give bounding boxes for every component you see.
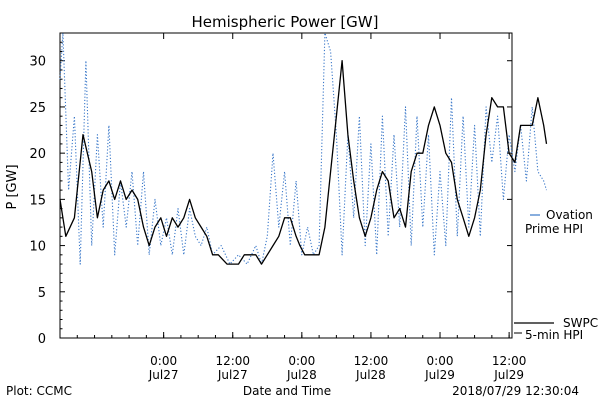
x-tick-label-date: Jul29	[424, 368, 455, 382]
timestamp: 2018/07/29 12:30:04	[452, 384, 579, 398]
x-tick-label-time: 12:00	[354, 354, 389, 368]
swpc-legend-label-line1: SWPC	[563, 316, 598, 330]
x-tick-label-date: Jul27	[217, 368, 248, 382]
x-tick-label-date: Jul28	[355, 368, 386, 382]
plot-frame	[59, 32, 513, 339]
x-tick-label-time: 0:00	[427, 354, 454, 368]
y-tick-label: 5	[38, 286, 46, 301]
ovation-legend-label-line2: Prime HPI	[525, 222, 583, 236]
x-tick-label-date: Jul27	[148, 368, 179, 382]
swpc-hpi-line	[59, 60, 548, 265]
chart-title: Hemispheric Power [GW]	[192, 13, 379, 31]
y-tick-label: 15	[29, 193, 46, 208]
legend: Ovation Prime HPI SWPC 5-min HPI	[514, 208, 598, 342]
swpc-legend-label-line2: 5-min HPI	[525, 328, 583, 342]
x-tick-label-date: Jul28	[286, 368, 317, 382]
ovation-legend-label-line1: Ovation	[546, 208, 593, 222]
y-axis-label: P [GW]	[5, 164, 20, 209]
y-tick-label: 10	[29, 240, 46, 255]
x-tick-label-time: 12:00	[215, 354, 250, 368]
x-tick-label-time: 12:00	[492, 354, 527, 368]
x-axis: 0:00Jul2712:00Jul270:00Jul2812:00Jul280:…	[76, 33, 527, 382]
y-tick-label: 20	[29, 147, 46, 162]
y-tick-label: 25	[29, 101, 46, 116]
plot-credit: Plot: CCMC	[6, 384, 72, 398]
y-tick-label: 30	[29, 55, 46, 70]
series-layer	[59, 32, 548, 265]
y-tick-label: 0	[38, 332, 46, 347]
x-tick-label-time: 0:00	[288, 354, 315, 368]
x-tick-label-time: 0:00	[150, 354, 177, 368]
x-tick-label-date: Jul29	[493, 368, 524, 382]
x-axis-label: Date and Time	[243, 384, 331, 398]
ovation-prime-line	[59, 32, 548, 265]
y-axis: 0 5 10 15 20 25 30	[29, 41, 512, 347]
